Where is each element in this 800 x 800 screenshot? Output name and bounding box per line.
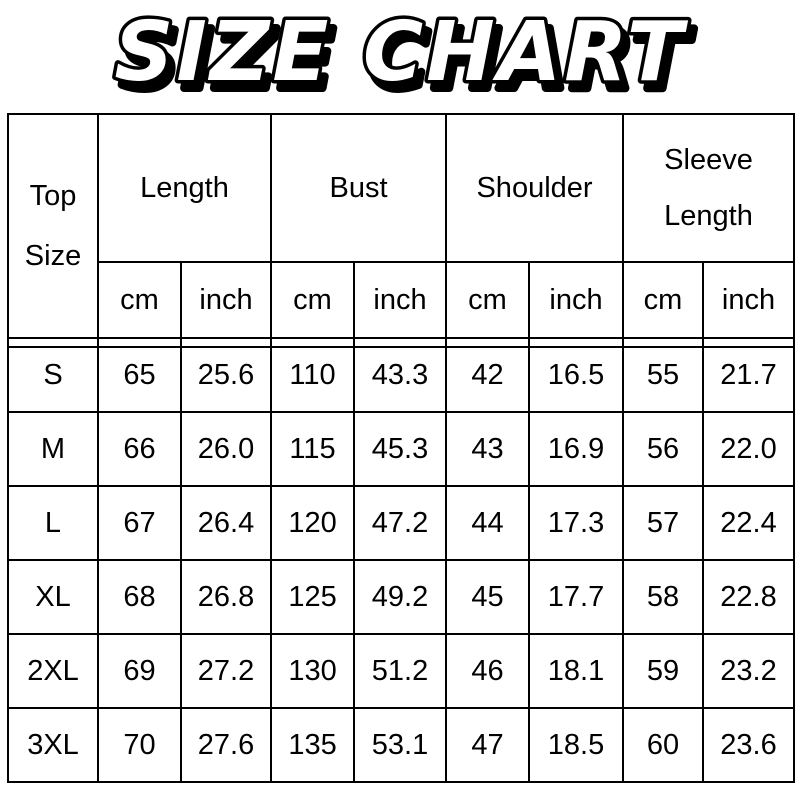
size-chart-title: SIZE CHART SIZE CHART (111, 2, 696, 111)
group-header-bust: Bust (270, 113, 448, 263)
unit-header-sleeve-inch: inch (702, 261, 796, 339)
size-cell: L (7, 485, 99, 561)
value-cell: 53.1 (353, 707, 448, 783)
title-main-text: SIZE CHART (114, 5, 688, 100)
size-cell: 2XL (7, 633, 99, 709)
table-row-l: L 67 26.4 120 47.2 44 17.3 57 22.4 (7, 485, 796, 561)
value-cell: 51.2 (353, 633, 448, 709)
header-body-divider-line (7, 346, 793, 348)
value-cell: 18.5 (528, 707, 625, 783)
value-cell: 18.1 (528, 633, 625, 709)
value-cell: 23.6 (702, 707, 796, 783)
value-cell: 45 (445, 559, 531, 635)
size-cell: S (7, 337, 99, 413)
group-header-length: Length (96, 113, 273, 263)
size-cell: XL (7, 559, 99, 635)
value-cell: 46 (445, 633, 531, 709)
value-cell: 56 (622, 411, 705, 487)
value-cell: 16.5 (528, 337, 625, 413)
value-cell: 60 (622, 707, 705, 783)
value-cell: 16.9 (528, 411, 625, 487)
value-cell: 58 (622, 559, 705, 635)
value-cell: 59 (622, 633, 705, 709)
value-cell: 26.4 (179, 485, 273, 561)
value-cell: 43 (445, 411, 531, 487)
value-cell: 27.2 (179, 633, 273, 709)
value-cell: 26.8 (179, 559, 273, 635)
value-cell: 22.0 (702, 411, 796, 487)
value-cell: 45.3 (353, 411, 448, 487)
value-cell: 43.3 (353, 337, 448, 413)
unit-header-row: cm inch cm inch cm inch cm inch (8, 261, 796, 339)
unit-header-shoulder-cm: cm (445, 261, 531, 339)
value-cell: 49.2 (353, 559, 448, 635)
size-table: Top Size Length Bust Shoulder Sleeve Len… (7, 113, 796, 783)
group-header-shoulder: Shoulder (445, 113, 625, 263)
value-cell: 47.2 (353, 485, 448, 561)
group-header-row: Top Size Length Bust Shoulder Sleeve Len… (7, 113, 796, 339)
value-cell: 135 (270, 707, 356, 783)
value-cell: 68 (97, 559, 182, 635)
value-cell: 21.7 (702, 337, 796, 413)
table-row-3xl: 3XL 70 27.6 135 53.1 47 18.5 60 23.6 (7, 707, 796, 783)
value-cell: 125 (270, 559, 356, 635)
unit-header-shoulder-inch: inch (528, 261, 625, 339)
value-cell: 42 (445, 337, 531, 413)
size-cell: 3XL (7, 707, 99, 783)
value-cell: 70 (97, 707, 182, 783)
size-cell: M (7, 411, 99, 487)
value-cell: 66 (97, 411, 182, 487)
table-row-m: M 66 26.0 115 45.3 43 16.9 56 22.0 (7, 411, 796, 487)
group-header-sleeve-length: Sleeve Length (622, 113, 796, 263)
value-cell: 47 (445, 707, 531, 783)
unit-header-bust-cm: cm (270, 261, 356, 339)
value-cell: 26.0 (179, 411, 273, 487)
table-row-s: S 65 25.6 110 43.3 42 16.5 55 21.7 (7, 337, 796, 413)
value-cell: 55 (622, 337, 705, 413)
title-shadow-text: SIZE CHART (120, 13, 694, 108)
value-cell: 110 (270, 337, 356, 413)
value-cell: 25.6 (179, 337, 273, 413)
value-cell: 44 (445, 485, 531, 561)
value-cell: 130 (270, 633, 356, 709)
value-cell: 67 (97, 485, 182, 561)
value-cell: 23.2 (702, 633, 796, 709)
value-cell: 27.6 (179, 707, 273, 783)
value-cell: 22.4 (702, 485, 796, 561)
value-cell: 115 (270, 411, 356, 487)
value-cell: 120 (270, 485, 356, 561)
table-row-xl: XL 68 26.8 125 49.2 45 17.7 58 22.8 (7, 559, 796, 635)
value-cell: 65 (97, 337, 182, 413)
value-cell: 57 (622, 485, 705, 561)
corner-header-top-size: Top Size (7, 113, 99, 339)
value-cell: 69 (97, 633, 182, 709)
value-cell: 22.8 (702, 559, 796, 635)
value-cell: 17.7 (528, 559, 625, 635)
value-cell: 17.3 (528, 485, 625, 561)
table-row-2xl: 2XL 69 27.2 130 51.2 46 18.1 59 23.2 (7, 633, 796, 709)
unit-header-sleeve-cm: cm (622, 261, 705, 339)
unit-header-bust-inch: inch (353, 261, 448, 339)
unit-header-length-inch: inch (179, 261, 273, 339)
unit-header-length-cm: cm (97, 261, 182, 339)
